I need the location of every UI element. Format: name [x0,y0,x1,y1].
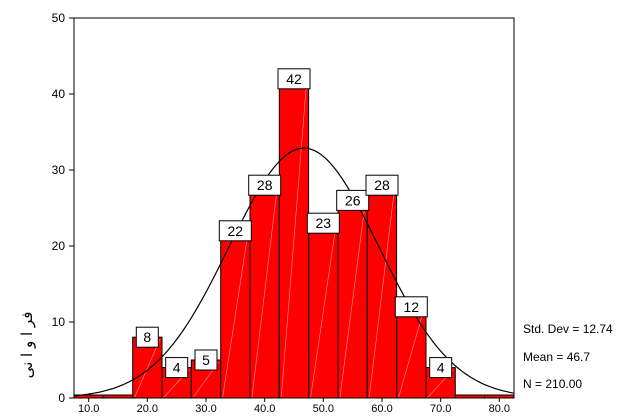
data-label: 28 [374,177,390,193]
data-label: 42 [286,71,302,87]
bar-hatch [310,225,337,398]
data-label-box [218,220,252,242]
y-tick-label: 10 [52,315,66,329]
x-tick-label: 20.0 [137,403,158,415]
data-label-box [135,326,159,348]
data-label-box [248,174,282,196]
data-label-box [429,357,453,379]
x-tick-label: 30.0 [195,403,216,415]
data-label: 23 [316,215,332,231]
bar-hatch [369,187,395,398]
x-tick-label: 40.0 [254,403,275,415]
y-tick-label: 30 [52,163,66,177]
data-label: 8 [143,329,151,345]
data-label: 28 [257,177,273,193]
bar-hatch [281,80,307,398]
data-label-box [277,68,311,90]
x-tick-label: 80.0 [489,403,510,415]
bars-group [73,78,515,399]
data-label: 12 [404,299,420,315]
y-tick-label: 50 [52,11,66,25]
data-label-box [194,349,218,371]
data-label: 4 [173,360,181,376]
stat-n: N = 210.00 [523,377,582,391]
x-tick-label: 50.0 [313,403,334,415]
y-axis-label: فر ا و ا نی [18,312,36,379]
data-label: 5 [202,352,210,368]
data-labels-group: 8 4 5 22 28 42 23 26 28 12 4 [135,68,453,379]
stat-mean: Mean = 46.7 [523,350,590,364]
x-tick-label: 60.0 [371,403,392,415]
bar-hatch [222,232,249,398]
data-label-box [165,357,189,379]
histogram-bar [454,394,486,399]
normal-curve [73,147,515,397]
x-ticks-group: 10.0 20.0 30.0 40.0 50.0 60.0 70.0 80.0 [78,398,510,415]
histogram-bar [484,394,515,399]
data-label-box [365,174,399,196]
data-label: 26 [345,192,361,208]
data-label: 4 [437,360,445,376]
x-tick-label: 10.0 [78,403,99,415]
data-label-box [336,189,370,211]
y-tick-label: 0 [58,391,65,405]
data-label-box [306,212,340,234]
y-tick-label: 20 [52,239,66,253]
y-ticks-group: 0 10 20 30 40 50 [52,11,74,405]
bar-hatch [251,187,278,398]
data-label: 22 [228,223,244,239]
x-tick-label: 70.0 [430,403,451,415]
bar-hatch [339,202,366,398]
stat-std-dev: Std. Dev = 12.74 [523,322,613,336]
histogram-bar [102,394,134,399]
y-tick-label: 40 [52,87,66,101]
data-label-box [394,296,428,318]
bar-hatch [134,339,161,398]
